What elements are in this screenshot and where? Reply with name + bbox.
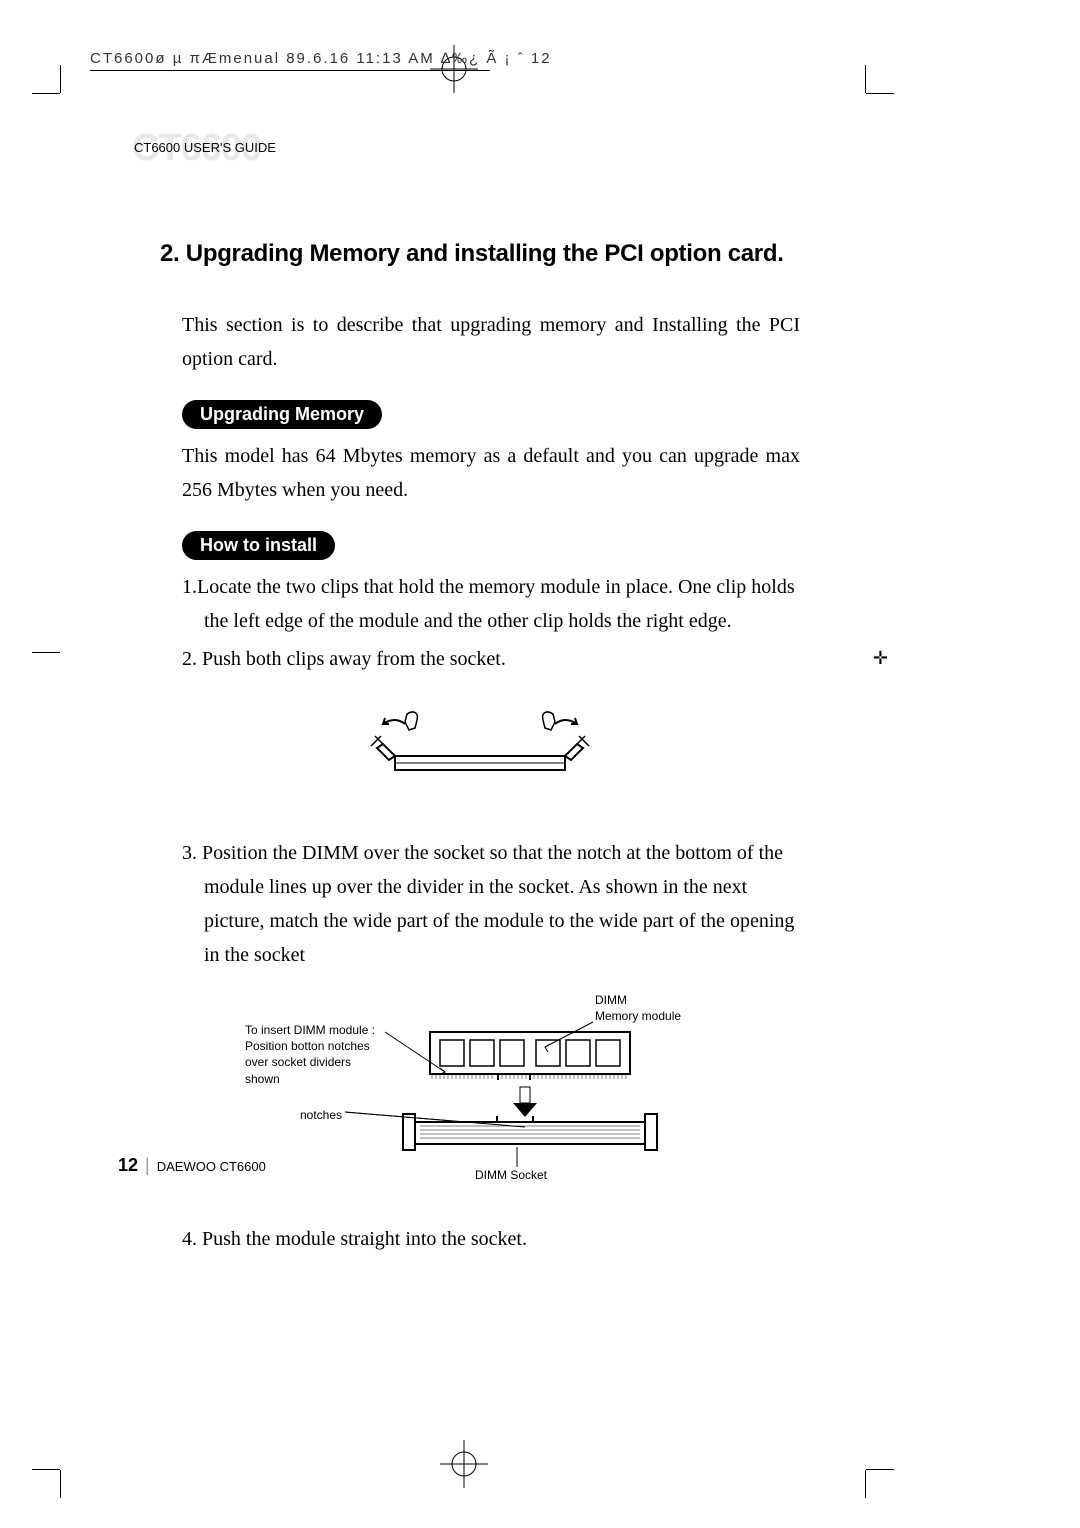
- footer-text: DAEWOO CT6600: [157, 1159, 266, 1174]
- crop-mark: [60, 65, 61, 93]
- crop-mark: [32, 1469, 60, 1470]
- step3-line3: picture, match the wide part of the modu…: [182, 904, 800, 938]
- registration-mark-icon: [440, 1440, 488, 1488]
- pill-upgrading-memory: Upgrading Memory: [182, 400, 382, 429]
- upgrading-text: This model has 64 Mbytes memory as a def…: [182, 439, 800, 507]
- section-number: 2.: [160, 240, 179, 267]
- list-item: 1.Locate the two clips that hold the mem…: [182, 570, 800, 638]
- section-title-text: Upgrading Memory and installing the PCI …: [186, 240, 784, 267]
- step1-line1: 1.Locate the two clips that hold the mem…: [182, 576, 795, 598]
- list-item: 4. Push the module straight into the soc…: [182, 1222, 800, 1256]
- page-footer: 12 | DAEWOO CT6600: [118, 1155, 266, 1176]
- step3-line1: 3. Position the DIMM over the socket so …: [182, 842, 783, 864]
- page-header-meta: CT6600ø µ πÆmenual 89.6.16 11:13 AM ∆‰¿ …: [90, 50, 552, 67]
- list-item: 3. Position the DIMM over the socket so …: [182, 836, 800, 972]
- crop-mark: [866, 93, 894, 94]
- step3-line2: module lines up over the divider in the …: [182, 870, 800, 904]
- section-intro: This section is to describe that upgradi…: [182, 308, 800, 376]
- main-content: 2. Upgrading Memory and installing the P…: [160, 240, 800, 1260]
- crop-mark: ✛: [873, 648, 888, 669]
- list-item: 2. Push both clips away from the socket.: [182, 642, 800, 676]
- crop-mark: [865, 1470, 866, 1498]
- install-steps-end: 4. Push the module straight into the soc…: [182, 1222, 800, 1256]
- figure-dimm: DIMM Memory module To insert DIMM module…: [245, 992, 715, 1182]
- footer-separator: |: [145, 1155, 150, 1175]
- pill-how-to-install: How to install: [182, 531, 335, 560]
- crop-mark: [866, 1469, 894, 1470]
- clips-diagram-icon: [365, 706, 595, 781]
- figure-clips: [160, 706, 800, 786]
- install-steps: 1.Locate the two clips that hold the mem…: [182, 570, 800, 676]
- crop-mark: [865, 65, 866, 93]
- install-steps-cont: 3. Position the DIMM over the socket so …: [182, 836, 800, 972]
- crop-mark: [32, 652, 60, 653]
- header-rule: [90, 70, 490, 71]
- section-title: 2. Upgrading Memory and installing the P…: [160, 240, 800, 268]
- crop-mark: [60, 1470, 61, 1498]
- header-guide-label: CT6600 USER'S GUIDE: [134, 140, 276, 155]
- step3-line4: in the socket: [182, 938, 800, 972]
- dimm-diagram-icon: [245, 992, 715, 1182]
- page-number: 12: [118, 1155, 138, 1175]
- step1-line2: the left edge of the module and the othe…: [182, 604, 800, 638]
- crop-mark: [32, 93, 60, 94]
